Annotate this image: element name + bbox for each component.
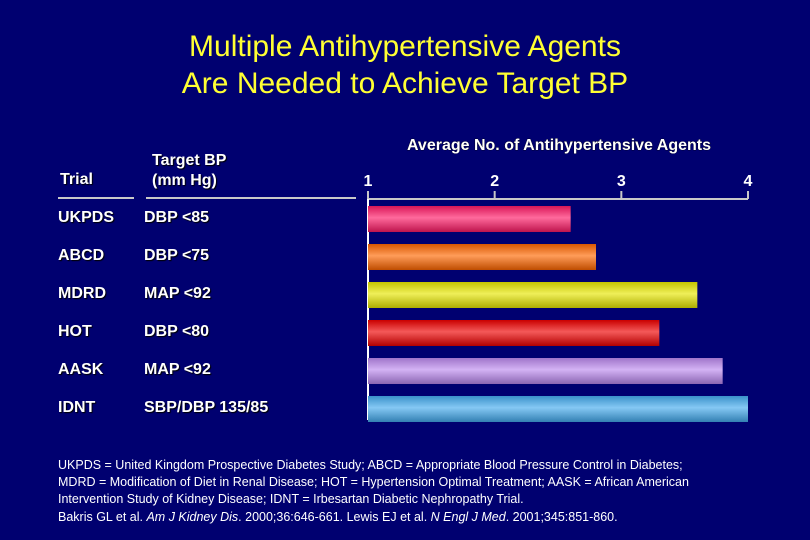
trial-name: ABCD	[58, 247, 105, 264]
target-bp-value: SBP/DBP 135/85	[144, 399, 269, 416]
bars	[368, 206, 748, 422]
footnote-line-3: Intervention Study of Kidney Disease; ID…	[58, 492, 524, 507]
target-header-line-2: (mm Hg)	[152, 172, 217, 189]
trial-name: UKPDS	[58, 209, 115, 226]
trial-header-rule	[58, 197, 134, 199]
target-bp-value: DBP <75	[144, 247, 210, 264]
title-line-2: Are Needed to Achieve Target BP	[181, 67, 629, 100]
footnote-line-1: UKPDS = United Kingdom Prospective Diabe…	[58, 458, 683, 472]
trial-column-header: Trial	[60, 171, 93, 188]
trial-name: AASK	[58, 361, 104, 378]
bar-ukpds	[368, 206, 571, 232]
bar-aask	[368, 358, 723, 384]
target-bp-value: MAP <92	[144, 361, 211, 378]
trial-name: MDRD	[58, 285, 106, 302]
target-bp-value: DBP <80	[144, 323, 210, 340]
x-tick-label: 2	[490, 173, 499, 190]
reference-journal-1: Am J Kidney Dis	[146, 509, 239, 524]
reference-c: . 2000;36:646-661. Lewis EJ et al.	[238, 509, 431, 524]
footnote-references: Bakris GL et al. Am J Kidney Dis. 2000;3…	[58, 509, 788, 526]
chart-title: Average No. of Antihypertensive Agents	[407, 137, 711, 154]
target-bp-value: DBP <85	[144, 209, 210, 226]
bar-hot	[368, 320, 660, 346]
footnote: UKPDS = United Kingdom Prospective Diabe…	[58, 457, 788, 526]
slide-title: Multiple Antihypertensive Agents Are Nee…	[0, 28, 810, 102]
reference-a: Bakris GL et al.	[58, 509, 147, 524]
target-bp-value: MAP <92	[144, 285, 211, 302]
x-tick-label: 4	[744, 173, 753, 190]
bar-mdrd	[368, 282, 698, 308]
footnote-line-2: MDRD = Modification of Diet in Renal Dis…	[58, 475, 689, 490]
bar-abcd	[368, 244, 596, 270]
trial-name: HOT	[58, 323, 92, 340]
trial-name: IDNT	[58, 399, 96, 416]
reference-e: . 2001;345:851-860.	[505, 509, 618, 524]
bar-idnt	[368, 396, 748, 422]
title-line-1: Multiple Antihypertensive Agents	[189, 30, 621, 63]
reference-journal-2: N Engl J Med	[430, 509, 506, 524]
x-tick-label: 1	[364, 173, 373, 190]
target-header-line-1: Target BP	[152, 152, 227, 169]
target-header-rule	[146, 197, 356, 199]
target-bp-column-header: Target BP (mm Hg)	[152, 151, 226, 191]
x-tick-label: 3	[617, 173, 626, 190]
